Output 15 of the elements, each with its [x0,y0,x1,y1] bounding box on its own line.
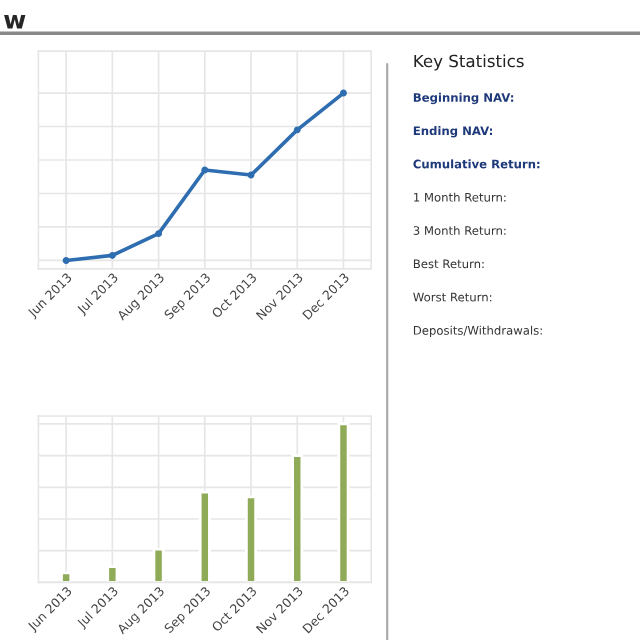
bar [106,565,119,583]
point [155,230,163,238]
chart-title: w [4,14,26,29]
point [201,166,209,174]
point [108,251,116,259]
bar [291,454,304,583]
bar [198,490,211,583]
point [293,126,301,134]
point [62,256,70,264]
text: Key Statistics [414,54,524,71]
bar [245,495,258,583]
bar [337,422,350,583]
bar [60,571,73,583]
bar [152,547,165,583]
point [339,89,347,97]
